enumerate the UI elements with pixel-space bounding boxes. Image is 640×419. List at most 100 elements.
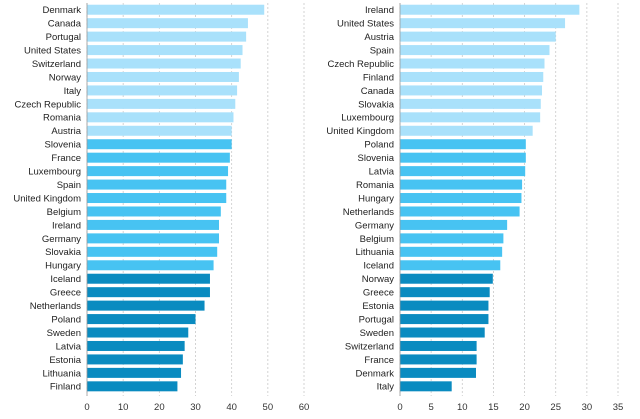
category-label: Finland <box>50 382 81 393</box>
category-label: Switzerland <box>345 341 394 352</box>
bar <box>87 166 229 177</box>
bar <box>87 287 210 298</box>
x-tick-label: 10 <box>118 402 129 413</box>
bar <box>87 31 247 42</box>
category-label: Lithuania <box>42 368 81 379</box>
bar <box>400 166 526 177</box>
bar <box>87 206 221 217</box>
x-tick-label: 35 <box>613 402 624 413</box>
x-tick-label: 10 <box>457 402 468 413</box>
category-label: Spain <box>57 180 81 191</box>
bar <box>400 354 477 365</box>
bar <box>400 300 489 311</box>
category-label: Sweden <box>360 328 394 339</box>
x-tick-label: 20 <box>154 402 165 413</box>
bar <box>400 45 550 56</box>
x-tick-label: 60 <box>299 402 310 413</box>
bar <box>400 287 490 298</box>
bar <box>400 98 541 109</box>
x-tick-label: 0 <box>84 402 89 413</box>
category-label: Denmark <box>42 5 81 16</box>
category-label: Germany <box>355 220 394 231</box>
chart-2: 0 5 10 15 20 25 30 35 Ireland United States Austri… <box>326 3 623 413</box>
bar <box>87 354 183 365</box>
bar <box>400 246 503 257</box>
category-label: Iceland <box>363 261 394 272</box>
bar <box>87 58 241 69</box>
x-tick-label: 50 <box>263 402 274 413</box>
bar <box>400 340 477 351</box>
category-label: Lithuania <box>355 247 394 258</box>
x-tick-label: 5 <box>428 402 433 413</box>
bar <box>400 18 566 29</box>
bar <box>87 273 210 284</box>
bar <box>400 85 543 96</box>
category-label: Poland <box>364 140 394 151</box>
x-tick-label: 25 <box>550 402 561 413</box>
bar <box>87 45 243 56</box>
x-tick-label: 20 <box>519 402 530 413</box>
category-label: Portugal <box>359 314 394 325</box>
bar <box>87 327 189 338</box>
x-tick-label: 30 <box>190 402 201 413</box>
bar <box>87 233 220 244</box>
bar <box>87 193 227 204</box>
bar <box>87 340 185 351</box>
bar <box>87 4 265 15</box>
bar <box>87 300 205 311</box>
bar <box>87 85 238 96</box>
category-label: Finland <box>363 72 394 83</box>
bar <box>87 314 196 325</box>
category-label: Belgium <box>360 234 394 245</box>
category-label: Denmark <box>355 368 394 379</box>
category-label: Czech Republic <box>327 59 394 70</box>
category-label: Ireland <box>52 220 81 231</box>
bar <box>400 4 580 15</box>
category-label: Austria <box>364 32 394 43</box>
category-label: Greece <box>50 288 81 299</box>
category-label: Estonia <box>49 355 81 366</box>
bar <box>87 381 178 392</box>
bar <box>87 139 232 150</box>
bar <box>87 246 218 257</box>
bar <box>400 112 541 123</box>
bar <box>400 381 452 392</box>
category-label: Czech Republic <box>14 99 81 110</box>
x-tick-label: 15 <box>488 402 499 413</box>
bar <box>400 31 556 42</box>
category-label: Slovenia <box>358 153 395 164</box>
category-label: Austria <box>51 126 81 137</box>
category-label: Luxembourg <box>341 113 394 124</box>
bar <box>400 193 522 204</box>
category-label: France <box>364 355 394 366</box>
bar <box>400 219 508 230</box>
category-label: Romania <box>356 180 395 191</box>
category-label: France <box>51 153 81 164</box>
x-tick-label: 0 <box>397 402 402 413</box>
bar <box>87 125 232 136</box>
category-label: Iceland <box>50 274 81 285</box>
x-tick-label: 40 <box>226 402 237 413</box>
category-label: Slovenia <box>45 140 82 151</box>
bar <box>400 260 501 271</box>
category-label: Ireland <box>365 5 394 16</box>
bar <box>400 314 489 325</box>
category-label: Switzerland <box>32 59 81 70</box>
category-label: United States <box>24 45 81 56</box>
bar <box>87 152 230 163</box>
category-label: Sweden <box>47 328 81 339</box>
bar <box>400 125 533 136</box>
category-label: Netherlands <box>343 207 394 218</box>
category-label: Latvia <box>369 167 395 178</box>
category-label: Hungary <box>45 261 81 272</box>
category-label: Luxembourg <box>28 167 81 178</box>
bar <box>87 71 239 82</box>
bar <box>400 206 520 217</box>
bar <box>87 367 182 378</box>
category-label: Germany <box>42 234 81 245</box>
bar <box>400 139 526 150</box>
category-label: Slovakia <box>45 247 82 258</box>
category-label: Latvia <box>56 341 82 352</box>
category-label: Canada <box>48 19 82 30</box>
bar <box>400 233 504 244</box>
